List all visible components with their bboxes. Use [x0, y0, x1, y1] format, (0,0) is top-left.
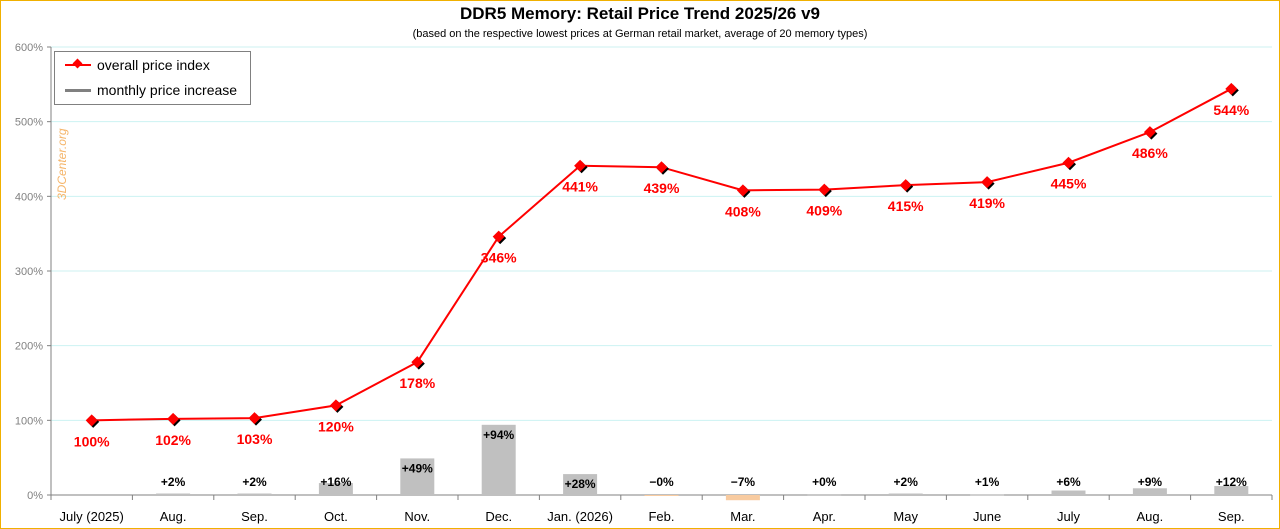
point-value-label: 178%	[399, 375, 435, 391]
label-layer: +2% +2% +16% +49% +94% +28% −0% −7% +0% +2% +1% +6%…	[74, 102, 1250, 491]
point-value-label: 102%	[155, 432, 191, 448]
bar	[644, 495, 679, 496]
bar	[156, 493, 191, 495]
bar	[1214, 486, 1249, 495]
price-index-line	[91, 87, 1232, 422]
legend-line-swatch	[65, 58, 91, 69]
x-tick-label: Apr.	[813, 509, 836, 524]
data-point	[85, 414, 98, 427]
point-value-label: 409%	[806, 203, 842, 219]
x-tick-label: Sep.	[241, 509, 268, 524]
bar-value-label: −7%	[731, 475, 756, 489]
chart-subtitle: (based on the respective lowest prices a…	[412, 28, 868, 40]
point-value-label: 408%	[725, 203, 761, 219]
x-tick-label: Sep.	[1218, 509, 1245, 524]
legend-bar-swatch	[65, 88, 91, 92]
bar-value-label: +28%	[565, 477, 596, 491]
y-tick-label: 0%	[27, 490, 43, 502]
x-tick-label: Oct.	[324, 509, 348, 524]
bar-value-label: +6%	[1056, 475, 1081, 489]
x-tick-label: Aug.	[1137, 509, 1164, 524]
y-tick-label: 600%	[15, 42, 43, 54]
bar-value-label: +16%	[320, 475, 351, 489]
legend-item-price-index: overall price index	[65, 55, 210, 75]
x-tick-label: Aug.	[160, 509, 187, 524]
x-tick-label: Dec.	[485, 509, 512, 524]
point-value-label: 445%	[1051, 176, 1087, 192]
bar-value-label: +12%	[1216, 475, 1247, 489]
legend-label-monthly-increase: monthly price increase	[97, 82, 238, 98]
point-value-label: 100%	[74, 433, 110, 449]
x-tick-label: May	[893, 509, 918, 524]
data-point	[492, 230, 505, 243]
data-point	[736, 184, 749, 197]
data-point	[248, 412, 261, 425]
point-value-label: 415%	[888, 198, 924, 214]
data-point	[1225, 82, 1238, 95]
legend-label-price-index: overall price index	[97, 57, 210, 73]
bar-value-label: +0%	[812, 475, 837, 489]
bar	[1051, 490, 1086, 495]
bar-value-label: +49%	[402, 461, 433, 475]
point-value-label: 120%	[318, 418, 354, 434]
y-tick-label: 100%	[15, 415, 43, 427]
bar	[970, 494, 1005, 496]
point-value-label: 419%	[969, 195, 1005, 211]
point-value-label: 103%	[237, 431, 273, 447]
grid-layer	[51, 46, 1272, 421]
x-tick-label: Jan. (2026)	[547, 509, 613, 524]
legend-item-monthly-increase: monthly price increase	[65, 80, 237, 100]
bar	[725, 495, 760, 501]
x-tick-label: Feb.	[648, 509, 674, 524]
point-value-label: 346%	[481, 250, 517, 266]
axis-layer: 0% 100% 200% 300% 400% 500% 600% July (2025) Aug…	[15, 42, 1273, 524]
line-layer	[85, 82, 1239, 428]
bar-value-label: +2%	[894, 475, 919, 489]
x-tick-label: June	[973, 509, 1001, 524]
bar	[563, 474, 598, 495]
bar-value-label: −0%	[649, 475, 674, 489]
y-tick-label: 300%	[15, 266, 43, 278]
bar-value-label: +1%	[975, 475, 1000, 489]
bar	[400, 458, 435, 495]
x-tick-label: July	[1057, 509, 1081, 524]
x-tick-label: Mar.	[730, 509, 755, 524]
bar	[318, 483, 353, 495]
bar	[888, 493, 923, 495]
x-tick-label: July (2025)	[60, 509, 124, 524]
point-value-label: 441%	[562, 179, 598, 195]
data-point	[655, 161, 668, 174]
bar-value-label: +2%	[161, 475, 186, 489]
y-tick-label: 200%	[15, 341, 43, 353]
point-value-label: 486%	[1132, 145, 1168, 161]
data-point	[1062, 156, 1075, 169]
data-point	[899, 179, 912, 192]
bar-layer	[156, 424, 1249, 501]
watermark-text: 3DCenter.org	[55, 128, 69, 200]
point-value-label: 439%	[644, 180, 680, 196]
data-point	[329, 399, 342, 412]
bar	[1132, 488, 1167, 495]
data-point	[981, 176, 994, 189]
point-value-label: 544%	[1213, 102, 1249, 118]
bar-value-label: +2%	[242, 475, 267, 489]
bar	[807, 494, 842, 496]
bar	[237, 493, 272, 495]
bar-value-label: +94%	[483, 428, 514, 442]
chart-title: DDR5 Memory: Retail Price Trend 2025/26 …	[460, 4, 820, 23]
y-tick-label: 500%	[15, 117, 43, 129]
bar	[481, 424, 516, 495]
data-point	[1143, 126, 1156, 139]
data-point	[574, 159, 587, 172]
diamond-marker-icon	[72, 58, 83, 69]
bar-value-label: +9%	[1138, 475, 1163, 489]
data-point	[167, 412, 180, 425]
legend: overall price index monthly price increa…	[54, 51, 251, 105]
x-tick-label: Nov.	[404, 509, 430, 524]
y-tick-label: 400%	[15, 191, 43, 203]
data-point	[818, 183, 831, 196]
data-point	[411, 356, 424, 369]
